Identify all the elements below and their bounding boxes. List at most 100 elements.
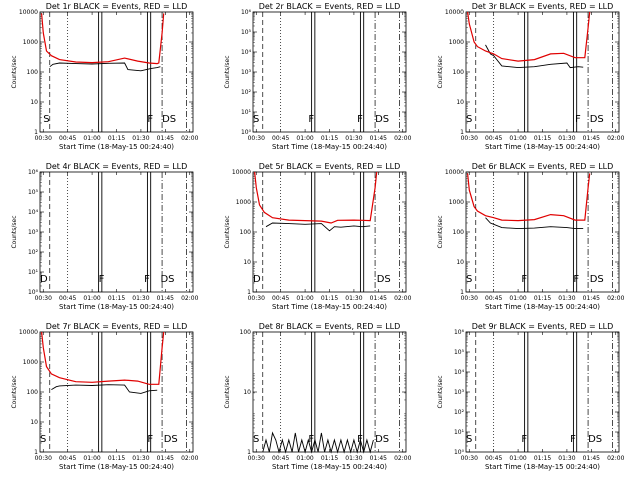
panel-title: Det 6r BLACK = Events, RED = LLD xyxy=(472,162,614,171)
x-tick-label: 02:00 xyxy=(181,135,198,142)
x-tick-label: 00:30 xyxy=(35,295,52,302)
x-tick-label: 00:30 xyxy=(461,135,478,142)
event-marker-label: DS xyxy=(590,114,604,125)
event-marker-label: S xyxy=(253,434,259,445)
x-tick-label: 01:15 xyxy=(108,455,125,462)
x-tick-label: 01:45 xyxy=(583,455,600,462)
y-tick-label: 10⁰ xyxy=(454,449,465,456)
y-tick-label: 10³ xyxy=(28,229,39,236)
event-marker-label: S xyxy=(43,114,49,125)
panel-title: Det 5r BLACK = Events, RED = LLD xyxy=(259,162,401,171)
panel-title: Det 2r BLACK = Events, RED = LLD xyxy=(259,2,401,11)
y-tick-label: 1000 xyxy=(23,359,38,366)
event-marker-label: F xyxy=(521,274,527,285)
y-axis-label: Counts/sec xyxy=(437,375,444,408)
x-axis-label: Start Time (18-May-15 00:24:40) xyxy=(59,463,174,471)
event-marker-label: S xyxy=(466,114,472,125)
event-marker-label: F xyxy=(147,114,153,125)
events-series-line xyxy=(51,384,158,394)
event-marker-label: F xyxy=(575,114,581,125)
y-tick-label: 10² xyxy=(28,249,39,256)
y-tick-label: 10 xyxy=(456,259,464,266)
x-tick-label: 02:00 xyxy=(394,295,411,302)
x-tick-label: 01:30 xyxy=(345,455,362,462)
y-tick-label: 10⁵ xyxy=(454,349,465,356)
y-tick-label: 100 xyxy=(240,229,252,236)
y-tick-label: 10 xyxy=(243,259,251,266)
y-tick-label: 10000 xyxy=(19,9,38,16)
event-marker-label: D xyxy=(253,274,261,285)
x-axis-label: Start Time (18-May-15 00:24:40) xyxy=(485,303,600,311)
x-tick-label: 01:45 xyxy=(583,295,600,302)
detector-panel-7: Det 7r BLACK = Events, RED = LLD 00:30 00:… xyxy=(11,322,199,471)
x-tick-label: 01:15 xyxy=(534,295,551,302)
events-series-line xyxy=(49,62,161,72)
y-tick-label: 10¹ xyxy=(454,429,465,436)
x-tick-label: 01:00 xyxy=(296,455,313,462)
x-tick-label: 01:15 xyxy=(534,455,551,462)
event-marker-label: DS xyxy=(375,434,389,445)
x-tick-label: 00:30 xyxy=(461,455,478,462)
x-tick-label: 01:45 xyxy=(157,455,174,462)
event-marker-label: DS xyxy=(160,274,174,285)
event-marker-label: DS xyxy=(375,114,389,125)
events-series-line xyxy=(485,44,584,69)
x-tick-label: 00:45 xyxy=(59,295,76,302)
x-tick-label: 02:00 xyxy=(607,455,624,462)
x-tick-label: 00:45 xyxy=(485,295,502,302)
y-tick-label: 10² xyxy=(454,409,465,416)
x-tick-label: 01:45 xyxy=(370,135,387,142)
y-axis-label: Counts/sec xyxy=(224,55,231,88)
x-tick-label: 00:45 xyxy=(272,135,289,142)
y-tick-label: 1000 xyxy=(23,39,38,46)
x-tick-label: 00:45 xyxy=(272,455,289,462)
y-tick-label: 1 xyxy=(34,129,38,136)
events-series-line xyxy=(262,431,374,454)
x-tick-label: 01:15 xyxy=(321,455,338,462)
x-tick-label: 00:30 xyxy=(248,135,265,142)
y-tick-label: 10⁶ xyxy=(241,9,252,16)
y-tick-label: 1 xyxy=(247,449,251,456)
x-tick-label: 01:30 xyxy=(345,135,362,142)
lld-series-line xyxy=(254,171,378,224)
x-tick-label: 01:45 xyxy=(157,135,174,142)
x-tick-label: 01:45 xyxy=(157,295,174,302)
event-marker-label: DS xyxy=(164,434,178,445)
x-tick-label: 00:45 xyxy=(485,135,502,142)
x-tick-label: 00:45 xyxy=(272,295,289,302)
x-tick-label: 00:45 xyxy=(59,135,76,142)
detector-panel-6: Det 6r BLACK = Events, RED = LLD 00:30 00:… xyxy=(437,162,625,311)
y-tick-label: 100 xyxy=(453,69,465,76)
x-tick-label: 01:30 xyxy=(132,295,149,302)
event-marker-label: DS xyxy=(162,114,176,125)
x-tick-label: 02:00 xyxy=(181,295,198,302)
y-tick-label: 10⁴ xyxy=(241,49,252,56)
x-tick-label: 01:00 xyxy=(83,455,100,462)
y-tick-label: 1 xyxy=(247,289,251,296)
x-tick-label: 01:00 xyxy=(83,295,100,302)
y-tick-label: 1000 xyxy=(449,39,464,46)
x-tick-label: 01:00 xyxy=(83,135,100,142)
y-axis-label: Counts/sec xyxy=(11,375,18,408)
lld-series-line xyxy=(41,331,165,385)
y-axis-label: Counts/sec xyxy=(224,375,231,408)
y-tick-label: 10³ xyxy=(241,69,252,76)
y-tick-label: 1000 xyxy=(236,199,251,206)
x-tick-label: 00:45 xyxy=(59,455,76,462)
event-marker-label: DS xyxy=(377,274,391,285)
y-tick-label: 1 xyxy=(460,289,464,296)
x-tick-label: 01:00 xyxy=(509,455,526,462)
lld-series-line xyxy=(467,11,591,62)
detector-panel-4: Det 4r BLACK = Events, RED = LLD 00:30 00:… xyxy=(11,162,199,311)
x-tick-label: 02:00 xyxy=(181,455,198,462)
x-tick-label: 00:30 xyxy=(248,455,265,462)
x-tick-label: 01:15 xyxy=(321,295,338,302)
event-marker-label: F xyxy=(147,434,153,445)
y-tick-label: 10³ xyxy=(454,389,465,396)
event-marker-label: F xyxy=(521,434,527,445)
event-marker-label: F xyxy=(144,274,150,285)
y-tick-label: 10000 xyxy=(19,329,38,336)
event-marker-label: F xyxy=(357,434,363,445)
lld-series-line xyxy=(41,13,165,65)
y-tick-label: 100 xyxy=(453,229,465,236)
